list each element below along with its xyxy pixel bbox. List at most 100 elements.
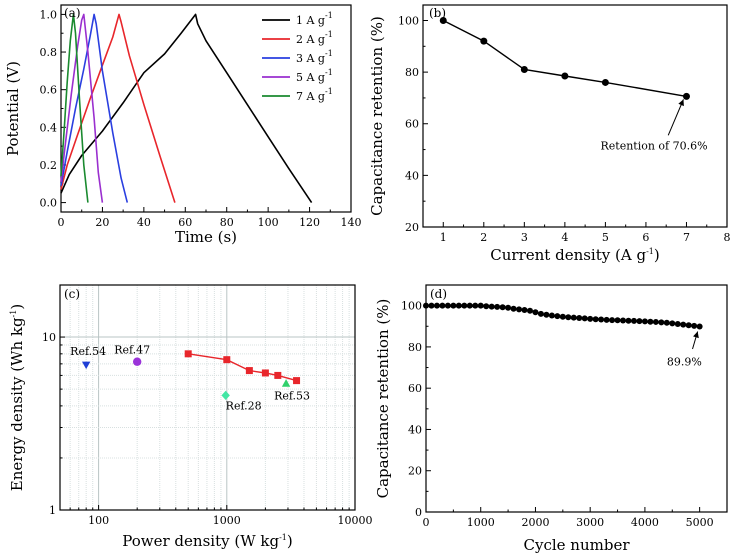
data-point-d	[641, 318, 648, 325]
plot-frame-b	[422, 4, 728, 228]
reference-marker-c-2	[132, 357, 142, 366]
x-tick-label-a: 60	[178, 216, 192, 229]
reference-label-c-3: Ref.28	[226, 399, 262, 412]
y-tick-label-a: 0.0	[40, 197, 58, 210]
data-point-d	[630, 317, 637, 324]
panel-label-d: (d)	[430, 287, 447, 301]
data-point-d	[587, 315, 594, 322]
data-point-c	[184, 350, 192, 358]
y-axis-label-a: Potential (V)	[4, 61, 22, 156]
data-point-d	[488, 303, 495, 310]
data-point-d	[669, 320, 676, 327]
annotation-arrow-b	[667, 99, 684, 136]
y-tick-label-a: 1.0	[40, 8, 58, 21]
data-point-b	[480, 37, 488, 45]
data-point-d	[537, 310, 544, 317]
data-point-c	[274, 371, 282, 379]
panel-label-b: (b)	[429, 6, 446, 20]
series-line-a-2	[60, 13, 176, 203]
chart-b: 1 2 3 4 5 6 7 8 20 40 60 80 100 Retention of 70.6% (b)…	[368, 4, 731, 264]
y-tick-label-a: 0.4	[40, 121, 58, 134]
data-point-d	[444, 302, 451, 309]
y-tick-label-b: 60	[405, 118, 419, 131]
data-point-d	[521, 306, 528, 313]
x-axis-label-b: Current density (A g-1)	[490, 246, 659, 264]
legend-label-a-5: 7 A g-1	[296, 87, 333, 103]
reference-marker-c-1	[81, 361, 91, 370]
data-point-d	[625, 317, 632, 324]
x-tick-label-d: 3000	[576, 516, 604, 529]
chart-a: 0 20 40 60 80 100 120 140 0.0 0.2 0.4 0.6 0.8 1.0 1 A …	[4, 4, 362, 246]
data-point-d	[674, 321, 681, 328]
data-point-c	[261, 369, 269, 377]
data-point-d	[477, 302, 484, 309]
series-line-a-3	[60, 13, 129, 203]
data-point-d	[526, 307, 533, 314]
x-tick-label-a: 0	[58, 216, 65, 229]
data-point-d	[685, 322, 692, 329]
y-tick-label-d: 20	[408, 465, 422, 478]
y-tick-label-d: 40	[408, 423, 422, 436]
data-point-d	[559, 313, 566, 320]
panel-label-a: (a)	[64, 6, 81, 20]
series-line-a-1	[60, 13, 313, 204]
x-tick-label-b: 3	[521, 231, 528, 244]
data-point-b	[439, 16, 447, 24]
reference-label-c-2: Ref.47	[114, 344, 150, 357]
x-tick-label-d: 0	[423, 516, 430, 529]
data-point-c	[223, 356, 231, 364]
data-point-d	[439, 302, 446, 309]
y-tick-label-d: 60	[408, 382, 422, 395]
series-line-a-5	[60, 13, 89, 203]
data-point-d	[680, 321, 687, 328]
y-tick-label-a: 0.6	[40, 84, 58, 97]
annotation-arrowhead-b	[678, 99, 684, 107]
data-point-d	[609, 317, 616, 324]
y-axis-label-c: Energy density (Wh kg-1)	[8, 304, 26, 491]
chart-d: 0 1000 2000 3000 4000 5000 0 20 40 60 80 100 89.9% (d…	[374, 284, 728, 554]
y-tick-label-b: 20	[405, 221, 419, 234]
data-point-b	[520, 66, 528, 74]
y-tick-label-d: 100	[401, 300, 422, 313]
data-point-b	[601, 78, 609, 86]
data-point-d	[658, 319, 665, 326]
data-point-b	[561, 72, 569, 80]
y-tick-label-d: 80	[408, 341, 422, 354]
reference-marker-c-3	[221, 390, 230, 401]
x-tick-label-b: 8	[724, 231, 731, 244]
x-tick-label-d: 2000	[521, 516, 549, 529]
data-point-d	[576, 315, 583, 322]
y-tick-label-a: 0.8	[40, 46, 58, 59]
y-tick-label-b: 100	[398, 14, 419, 27]
x-tick-label-b: 2	[480, 231, 487, 244]
data-point-d	[505, 304, 512, 311]
x-tick-label-b: 1	[440, 231, 447, 244]
panel-label-c: (c)	[64, 287, 80, 301]
series-line-a-4	[60, 13, 104, 203]
data-point-d	[614, 317, 621, 324]
data-point-d	[696, 323, 703, 330]
data-point-d	[461, 302, 468, 309]
legend-label-a-4: 5 A g-1	[296, 68, 333, 84]
x-tick-label-c: 100	[88, 514, 109, 527]
x-tick-label-a: 20	[95, 216, 109, 229]
x-tick-label-b: 6	[642, 231, 649, 244]
x-tick-label-b: 5	[602, 231, 609, 244]
data-point-d	[472, 302, 479, 309]
x-tick-label-a: 40	[137, 216, 151, 229]
x-axis-label-d: Cycle number	[524, 536, 631, 554]
x-tick-label-d: 1000	[467, 516, 495, 529]
data-point-d	[428, 302, 435, 309]
x-tick-label-a: 120	[299, 216, 320, 229]
data-point-d	[433, 302, 440, 309]
data-point-d	[647, 318, 654, 325]
x-tick-label-a: 80	[220, 216, 234, 229]
reference-marker-c-4	[281, 379, 291, 387]
data-point-d	[598, 316, 605, 323]
plot-frame-c	[59, 284, 356, 511]
data-point-d	[532, 309, 539, 316]
series-line-b	[442, 19, 687, 98]
x-tick-label-a: 140	[341, 216, 362, 229]
data-point-d	[466, 302, 473, 309]
data-point-d	[663, 319, 670, 326]
